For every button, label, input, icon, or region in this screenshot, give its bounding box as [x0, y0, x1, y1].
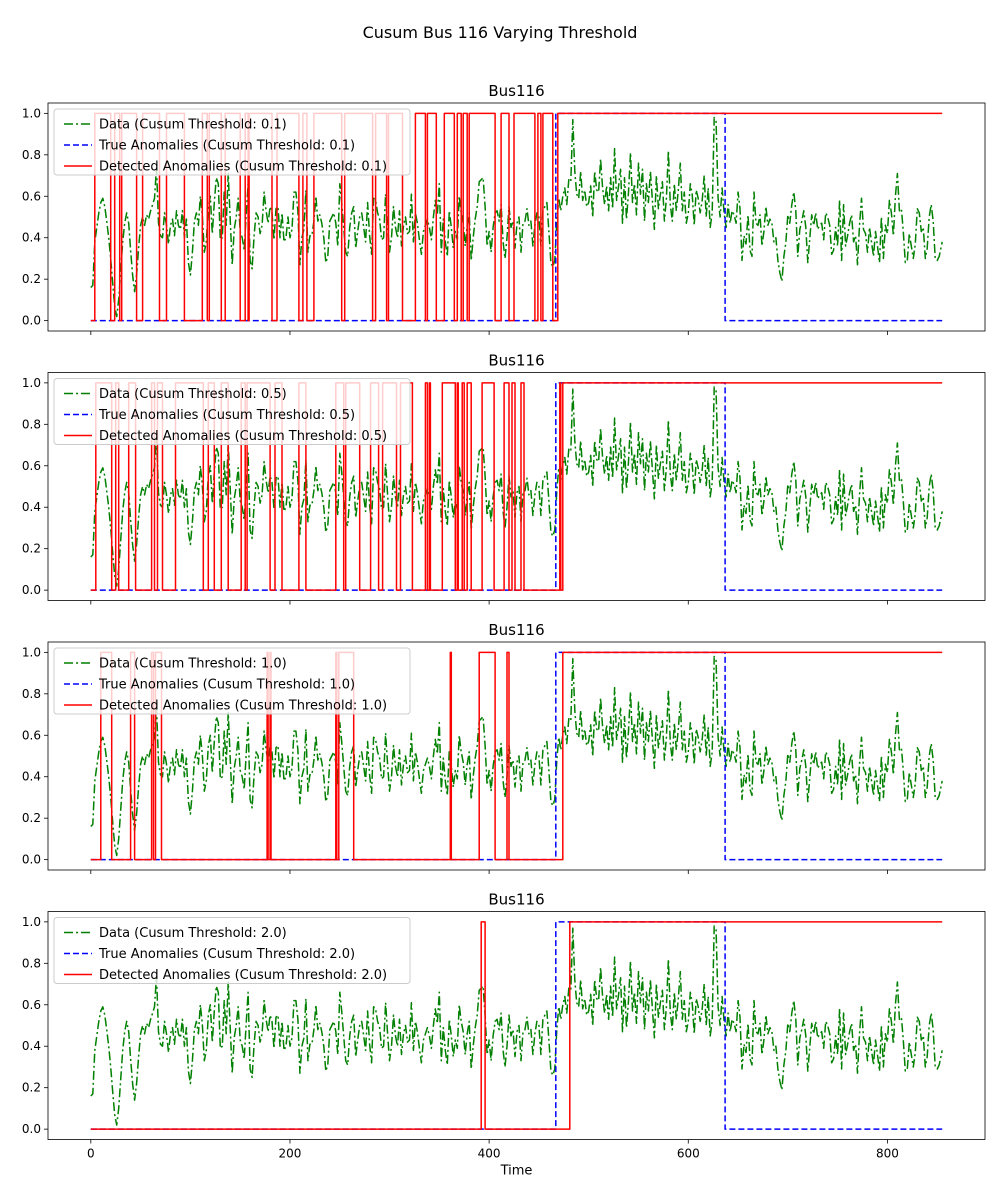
subplot-title: Bus116	[488, 891, 544, 909]
y-tick-label: 0.6	[22, 728, 41, 742]
x-axis-label: Time	[500, 1164, 533, 1179]
x-tick-label: 600	[677, 1147, 700, 1161]
y-tick-label: 0.8	[22, 148, 41, 162]
legend-label: True Anomalies (Cusum Threshold: 1.0)	[98, 678, 355, 693]
y-tick-label: 0.4	[22, 500, 41, 514]
legend-label: Data (Cusum Threshold: 0.5)	[99, 387, 287, 402]
legend: Data (Cusum Threshold: 2.0) True Anomalie…	[53, 917, 411, 984]
axes-frame	[47, 372, 986, 601]
y-tick-label: 0.0	[22, 583, 41, 597]
y-tick-label: 0.0	[22, 853, 41, 867]
y-tick-label: 0.4	[22, 1039, 41, 1053]
x-tick-label: 200	[279, 1147, 302, 1161]
legend-label: Data (Cusum Threshold: 0.1)	[99, 118, 287, 133]
y-tick-label: 1.0	[22, 106, 41, 120]
figure-suptitle: Cusum Bus 116 Varying Threshold	[363, 23, 638, 42]
detected-anomalies-line	[90, 651, 943, 861]
y-tick-label: 0.2	[22, 811, 41, 825]
subplot-3: Bus116 0.0 0.2 0.4 0.6 0.8 1.0 Data (Cusum Thre…	[22, 621, 986, 874]
y-tick-label: 1.0	[22, 376, 41, 390]
y-tick-label: 0.8	[22, 956, 41, 970]
legend-label: Detected Anomalies (Cusum Threshold: 1.0…	[99, 699, 387, 714]
legend-box	[53, 917, 411, 984]
legend-box	[53, 378, 411, 445]
y-tick-label: 1.0	[22, 645, 41, 659]
subplot-4: Bus116 0.0 0.2 0.4 0.6 0.8 1.0 0 200 400 600 800 Tim…	[22, 891, 986, 1179]
data-series-line	[90, 116, 943, 318]
y-tick-label: 0.8	[22, 687, 41, 701]
subplots: Bus116 0.0 0.2 0.4 0.6 0.8 1.0 Data (Cusum Thre…	[22, 82, 986, 1179]
subplot-title: Bus116	[488, 621, 544, 639]
x-tick-label: 0	[87, 1147, 95, 1161]
detected-anomalies-line	[90, 921, 943, 1130]
y-tick-label: 0.2	[22, 542, 41, 556]
x-tick-label: 800	[876, 1147, 899, 1161]
subplot-1: Bus116 0.0 0.2 0.4 0.6 0.8 1.0 Data (Cusum Thre…	[22, 82, 986, 335]
legend-label: True Anomalies (Cusum Threshold: 2.0)	[98, 947, 355, 962]
legend-label: Data (Cusum Threshold: 2.0)	[99, 926, 287, 941]
legend-label: Detected Anomalies (Cusum Threshold: 0.5…	[99, 429, 387, 444]
y-tick-label: 0.4	[22, 231, 41, 245]
data-series-line	[90, 386, 943, 587]
subplot-title: Bus116	[488, 352, 544, 370]
legend-label: Detected Anomalies (Cusum Threshold: 0.1…	[99, 160, 387, 175]
axes-frame	[47, 102, 986, 332]
y-tick-label: 0.2	[22, 1081, 41, 1095]
y-tick-label: 0.0	[22, 1122, 41, 1136]
subplot-2: Bus116 0.0 0.2 0.4 0.6 0.8 1.0 Data (Cusum Thre…	[22, 352, 986, 605]
legend: Data (Cusum Threshold: 0.1) True Anomalie…	[53, 108, 411, 176]
y-tick-label: 0.6	[22, 189, 41, 203]
data-series-line	[90, 925, 943, 1126]
data-series-line	[90, 655, 943, 857]
y-tick-label: 0.4	[22, 770, 41, 784]
legend-label: Detected Anomalies (Cusum Threshold: 2.0…	[99, 968, 387, 983]
y-tick-label: 0.0	[22, 314, 41, 328]
x-tick-label: 400	[478, 1147, 501, 1161]
legend: Data (Cusum Threshold: 1.0) True Anomalie…	[53, 647, 411, 715]
legend-box	[53, 108, 411, 176]
legend-label: Data (Cusum Threshold: 1.0)	[99, 657, 287, 672]
legend-label: True Anomalies (Cusum Threshold: 0.5)	[98, 408, 355, 423]
legend-label: True Anomalies (Cusum Threshold: 0.1)	[98, 139, 355, 154]
y-tick-label: 0.2	[22, 272, 41, 286]
legend: Data (Cusum Threshold: 0.5) True Anomalie…	[53, 378, 411, 445]
axes-frame	[47, 911, 986, 1140]
y-tick-label: 0.6	[22, 998, 41, 1012]
y-tick-label: 0.8	[22, 417, 41, 431]
y-tick-label: 0.6	[22, 459, 41, 473]
subplot-title: Bus116	[488, 82, 544, 100]
legend-box	[53, 647, 411, 715]
axes-frame	[47, 641, 986, 871]
y-tick-label: 1.0	[22, 915, 41, 929]
